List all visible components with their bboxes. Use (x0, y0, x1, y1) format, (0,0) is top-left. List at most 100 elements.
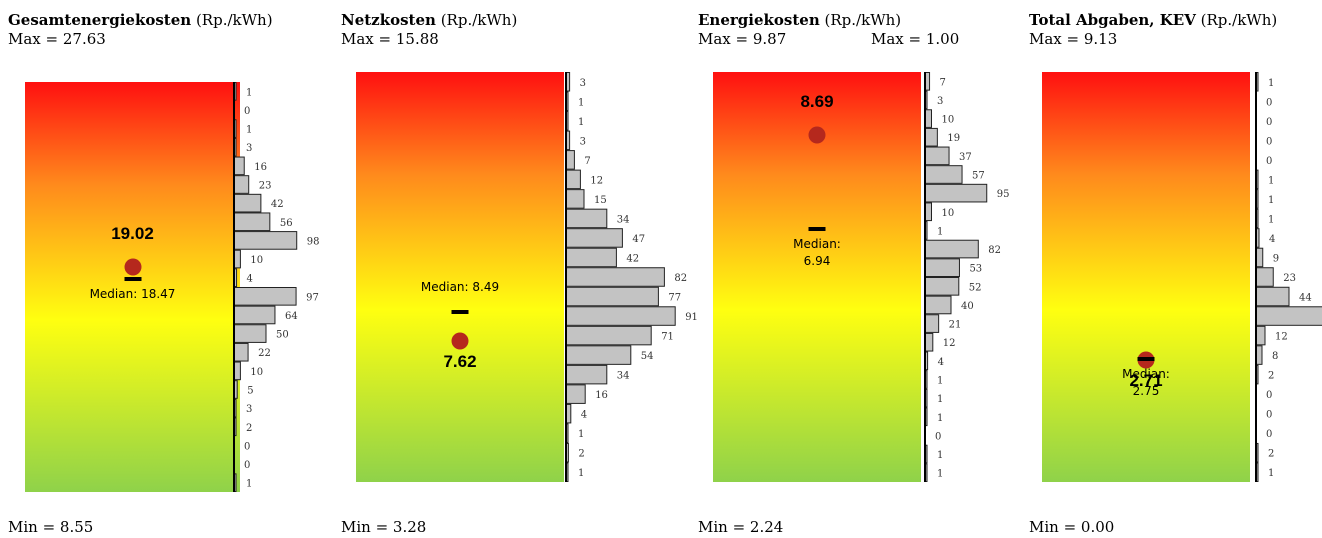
median-label: Median: 18.47 (89, 286, 176, 301)
histogram-count-label: 0 (935, 431, 941, 442)
histogram-bar (1255, 306, 1322, 326)
selected-value-label: 19.02 (111, 224, 154, 244)
histogram-count-label: 54 (641, 351, 654, 362)
chart-title: Energiekosten (Rp./kWh) (698, 11, 902, 29)
histogram-count-label: 1 (578, 468, 584, 479)
histogram-count-label: 0 (244, 460, 250, 471)
histogram-count-label: 57 (972, 171, 985, 182)
histogram-bar (565, 169, 581, 190)
histogram-bar (565, 150, 575, 170)
histogram-count-label: 4 (938, 357, 944, 368)
histogram-count-label: 1 (578, 429, 584, 440)
histogram-count-label: 64 (285, 311, 298, 322)
max-label: Max = 27.63 (8, 30, 106, 48)
histogram-count-label: 1 (1268, 78, 1274, 89)
histogram-count-label: 2 (1268, 449, 1274, 460)
histogram-count-label: 4 (1269, 234, 1275, 245)
histogram-count-label: 3 (246, 404, 252, 415)
histogram-count-label: 1 (937, 469, 943, 480)
histogram-bar (565, 384, 586, 404)
chart-title: Gesamtenergiekosten (Rp./kWh) (8, 11, 273, 29)
histogram-bar (233, 231, 298, 250)
histogram-count-label: 0 (1266, 429, 1272, 440)
distribution-histogram: 1000011149234489128200021 (1255, 72, 1322, 483)
histogram-bar (233, 287, 297, 306)
chart-unit: (Rp./kWh) (824, 11, 902, 29)
histogram-bar (924, 277, 960, 296)
histogram-count-label: 2 (578, 449, 584, 460)
histogram-count-label: 91 (685, 312, 698, 323)
histogram-count-label: 82 (988, 245, 1001, 256)
histogram-count-label: 1 (1268, 468, 1274, 479)
max-label: Max = 15.88 (341, 30, 439, 48)
selected-value-marker (808, 126, 826, 144)
histogram-count-label: 0 (1266, 390, 1272, 401)
histogram-count-label: 0 (1266, 136, 1272, 147)
histogram-count-label: 95 (997, 189, 1010, 200)
histogram-count-label: 1 (1268, 195, 1274, 206)
histogram-count-label: 34 (617, 214, 630, 225)
histogram-count-label: 10 (250, 255, 263, 266)
histogram-count-label: 1 (937, 413, 943, 424)
histogram-count-label: 5 (247, 386, 253, 397)
chart-title: Total Abgaben, KEV (Rp./kWh) (1029, 11, 1278, 29)
chart-unit: (Rp./kWh) (1200, 11, 1278, 29)
median-marker (1137, 356, 1155, 361)
histogram-bar (565, 306, 676, 326)
histogram-count-label: 15 (594, 195, 607, 206)
histogram-bar (924, 127, 938, 147)
histogram-count-label: 47 (632, 234, 645, 245)
histogram-bar (565, 247, 617, 268)
histogram-bar (233, 342, 249, 362)
chart-panel-energiekosten: Energiekosten (Rp./kWh) Max = 9.87 Max =… (698, 0, 1018, 538)
histogram-count-label: 3 (580, 136, 586, 147)
gradient-scale-bar (25, 82, 240, 492)
histogram-count-label: 40 (961, 301, 974, 312)
histogram-count-label: 82 (674, 273, 687, 284)
histogram-bar (565, 208, 608, 229)
histogram-count-label: 10 (942, 208, 955, 219)
histogram-count-label: 10 (942, 115, 955, 126)
histogram-count-label: 1 (1268, 214, 1274, 225)
histogram-count-label: 53 (969, 264, 982, 275)
histogram-bar (1255, 247, 1264, 268)
chart-unit: (Rp./kWh) (195, 11, 273, 29)
histogram-count-label: 12 (943, 338, 956, 349)
histogram-count-label: 1 (937, 450, 943, 461)
histogram-count-label: 12 (1275, 332, 1288, 343)
histogram-bar (924, 146, 950, 166)
min-label: Min = 2.24 (698, 518, 784, 536)
histogram-bar (1255, 325, 1266, 346)
gradient-scale-bar (356, 72, 564, 482)
histogram-count-label: 3 (580, 78, 586, 89)
histogram-count-label: 4 (247, 274, 253, 285)
histogram-count-label: 16 (254, 162, 267, 173)
median-label: Median: 8.49 (420, 280, 500, 295)
histogram-count-label: 2 (246, 423, 252, 434)
histogram-bar (233, 305, 276, 325)
histogram-count-label: 1 (578, 97, 584, 108)
histogram-count-label: 12 (590, 175, 603, 186)
histogram-count-label: 2 (1268, 371, 1274, 382)
histogram-count-label: 77 (668, 293, 681, 304)
median-label: Median: 6.94 (793, 237, 841, 269)
selected-value-label: 2.71 (1129, 371, 1163, 391)
histogram-count-label: 1 (246, 479, 252, 490)
gradient-scale-bar (1042, 72, 1250, 482)
histogram-count-label: 0 (1266, 117, 1272, 128)
histogram-count-label: 44 (1299, 293, 1312, 304)
histogram-bar (233, 193, 262, 213)
histogram-count-label: 37 (959, 152, 972, 163)
histogram-count-label: 0 (244, 106, 250, 117)
histogram-count-label: 23 (1283, 273, 1296, 284)
histogram-count-label: 21 (949, 320, 962, 331)
histogram-bar (233, 212, 271, 232)
histogram-bar (565, 345, 632, 365)
histogram-count-label: 0 (1266, 97, 1272, 108)
histogram-bar (565, 325, 652, 346)
histogram-bar (565, 364, 608, 385)
chart-title: Netzkosten (Rp./kWh) (341, 11, 518, 29)
chart-unit: (Rp./kWh) (440, 11, 518, 29)
min-label: Min = 0.00 (1029, 518, 1115, 536)
